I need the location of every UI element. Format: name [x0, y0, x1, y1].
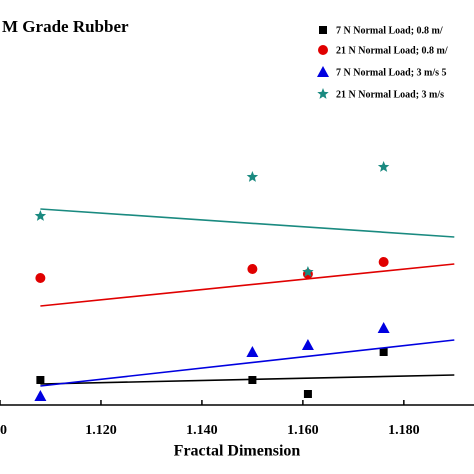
x-axis-label: Fractal Dimension: [174, 443, 301, 460]
point: [34, 210, 47, 221]
trend-line: [40, 208, 455, 238]
point: [36, 376, 45, 384]
point: [378, 257, 389, 267]
point: [377, 322, 390, 333]
chart-title: M Grade Rubber: [2, 17, 129, 36]
point: [34, 390, 47, 401]
trend-line: [40, 374, 455, 385]
point: [379, 348, 388, 356]
x-tick-label: 1.160: [287, 423, 319, 438]
point: [303, 390, 312, 398]
legend-label: 21 N Normal Load; 0.8 m/: [336, 45, 448, 56]
legend-label: 7 N Normal Load; 0.8 m/: [336, 25, 443, 36]
legend-marker: [318, 45, 328, 55]
legend-marker: [319, 26, 327, 34]
x-tick-label: 1.140: [186, 423, 218, 438]
legend-label: 21 N Normal Load; 3 m/s: [336, 89, 444, 100]
trend-line: [40, 263, 455, 307]
point: [377, 161, 390, 172]
point: [302, 266, 314, 277]
legend-marker: [317, 66, 329, 77]
point: [246, 171, 259, 182]
legend-marker: [317, 88, 329, 99]
trend-line: [40, 339, 455, 387]
x-tick-label: 00: [0, 423, 7, 438]
x-tick-label: 1.180: [388, 423, 420, 438]
point: [248, 376, 257, 384]
point: [246, 346, 259, 357]
legend-label: 7 N Normal Load; 3 m/s 5: [336, 67, 447, 78]
point: [301, 339, 314, 350]
point: [35, 273, 46, 283]
point: [247, 264, 258, 274]
x-tick-label: 1.120: [85, 423, 117, 438]
